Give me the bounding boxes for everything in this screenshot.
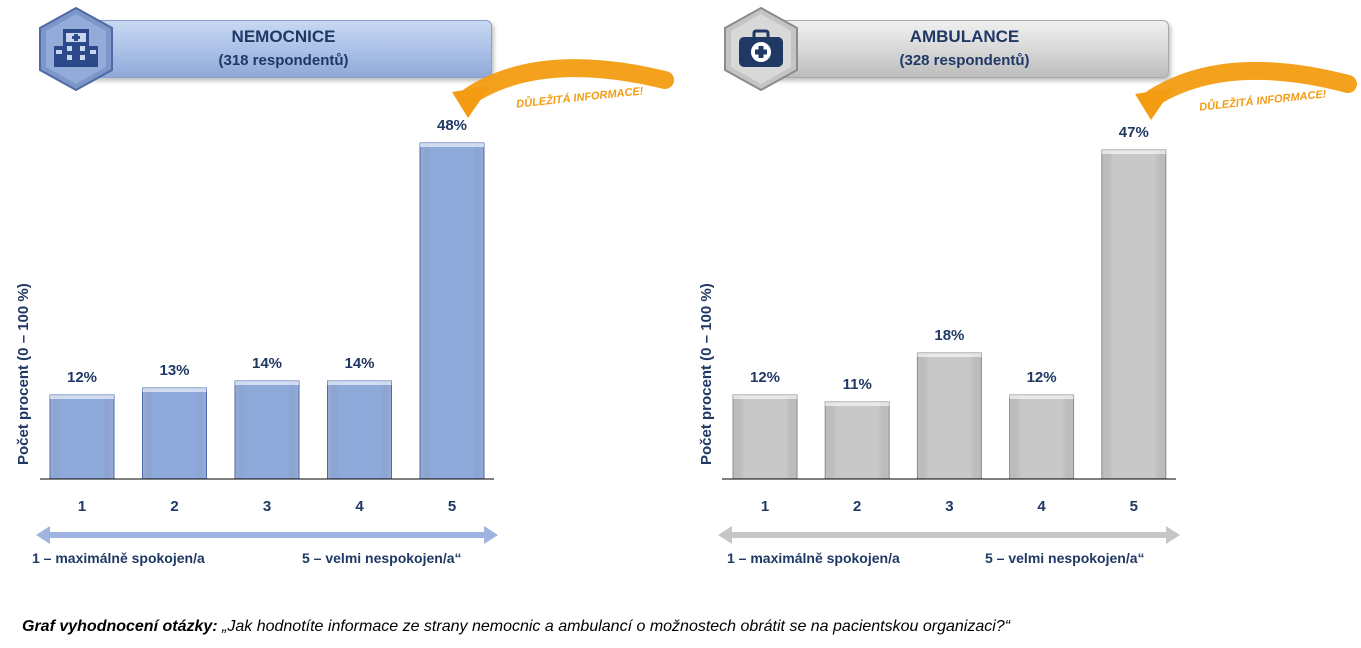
medical-bag-icon bbox=[724, 6, 798, 92]
data-label: 13% bbox=[159, 362, 189, 379]
data-label: 12% bbox=[750, 369, 780, 386]
bar bbox=[732, 394, 798, 480]
caption-text: „Jak hodnotíte informace ze strany nemoc… bbox=[217, 618, 1011, 635]
chart-subtitle: (328 respondentů) bbox=[899, 52, 1030, 69]
bar-highlight bbox=[420, 143, 484, 147]
bar-chart-ambulance: 12% 1 11% 2 18% 3 12% 4 47% 5 bbox=[718, 61, 1357, 544]
x-tick-label: 5 bbox=[1130, 498, 1138, 515]
x-tick-label: 2 bbox=[170, 498, 178, 515]
bar bbox=[327, 380, 392, 480]
scale-left-label: 1 – maximálně spokojen/a bbox=[727, 550, 900, 566]
scale-arrow bbox=[46, 532, 488, 538]
bar-chart-nemocnice: 12% 1 13% 2 14% 3 14% 4 48% 5 bbox=[36, 59, 674, 544]
bar-highlight bbox=[917, 353, 982, 357]
data-label: 12% bbox=[67, 369, 97, 386]
bar-highlight bbox=[142, 388, 207, 392]
chart-header-ambulance: AMBULANCE (328 respondentů) bbox=[760, 20, 1169, 78]
bar bbox=[916, 352, 982, 480]
data-label: 48% bbox=[437, 117, 467, 134]
bar-highlight bbox=[235, 381, 299, 385]
scale-right-label: 5 – velmi nespokojen/a“ bbox=[985, 550, 1145, 566]
chart-subtitle: (318 respondentů) bbox=[218, 52, 349, 69]
x-tick-label: 3 bbox=[945, 498, 953, 515]
data-label: 47% bbox=[1119, 124, 1149, 141]
bar-highlight bbox=[1101, 150, 1166, 154]
bar-highlight bbox=[825, 402, 890, 406]
data-label: 14% bbox=[344, 355, 374, 372]
x-tick-label: 2 bbox=[853, 498, 861, 515]
x-tick-label: 1 bbox=[78, 498, 86, 515]
bar bbox=[419, 142, 485, 480]
scale-left-label: 1 – maximálně spokojen/a bbox=[32, 550, 205, 566]
bar bbox=[824, 401, 890, 480]
scale-arrow-left-head bbox=[36, 526, 50, 544]
x-tick-label: 1 bbox=[761, 498, 769, 515]
scale-arrow-right-head bbox=[1166, 526, 1180, 544]
chart-title: NEMOCNICE bbox=[231, 27, 336, 46]
hospital-icon bbox=[39, 6, 113, 92]
figure-caption: Graf vyhodnocení otázky: „Jak hodnotíte … bbox=[22, 618, 1010, 636]
bar bbox=[1009, 394, 1075, 480]
x-tick-label: 3 bbox=[263, 498, 271, 515]
bar-highlight bbox=[327, 381, 392, 385]
scale-arrow-left-head bbox=[718, 526, 732, 544]
data-label: 12% bbox=[1027, 369, 1057, 386]
chart-panel-nemocnice: NEMOCNICE (318 respondentů) Počet procen… bbox=[0, 0, 680, 600]
x-tick-label: 4 bbox=[355, 498, 364, 515]
scale-right-label: 5 – velmi nespokojen/a“ bbox=[302, 550, 462, 566]
data-label: 18% bbox=[934, 327, 964, 344]
bar-highlight bbox=[733, 395, 797, 399]
data-label: 11% bbox=[843, 376, 872, 393]
bar bbox=[234, 380, 300, 480]
caption-lead: Graf vyhodnocení otázky: bbox=[22, 618, 218, 635]
bar-highlight bbox=[50, 395, 114, 399]
chart-header-nemocnice: NEMOCNICE (318 respondentů) bbox=[75, 20, 492, 78]
scale-arrow-right-head bbox=[484, 526, 498, 544]
x-tick-label: 4 bbox=[1037, 498, 1046, 515]
bar-highlight bbox=[1009, 395, 1074, 399]
bar bbox=[49, 394, 115, 480]
scale-arrow bbox=[728, 532, 1170, 538]
chart-panel-ambulance: AMBULANCE (328 respondentů) Počet procen… bbox=[681, 0, 1361, 600]
data-label: 14% bbox=[252, 355, 282, 372]
x-tick-label: 5 bbox=[448, 498, 456, 515]
bar bbox=[142, 387, 207, 480]
chart-title: AMBULANCE bbox=[909, 27, 1020, 46]
bar bbox=[1101, 149, 1167, 480]
